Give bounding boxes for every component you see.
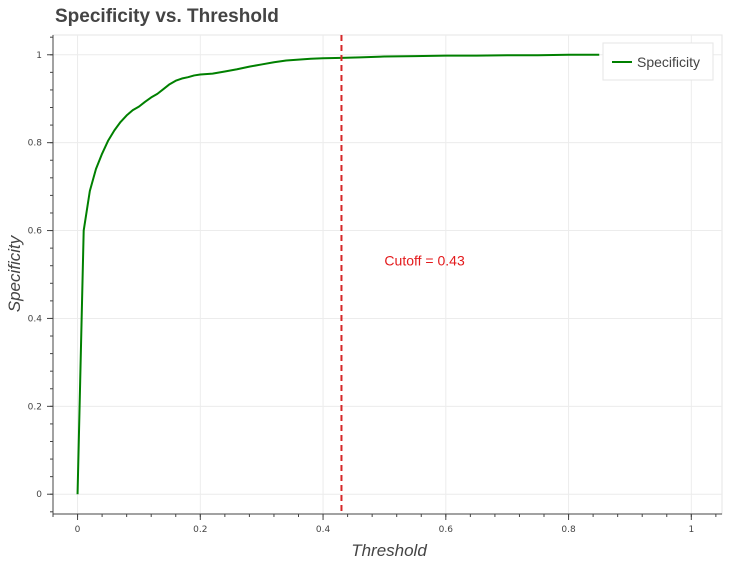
x-tick-label-0: 0 — [75, 525, 81, 535]
x-tick-label-5: 1 — [688, 525, 694, 535]
y-axis-label: Specificity — [5, 234, 24, 312]
cutoff-annotation: Cutoff = 0.43 — [384, 253, 465, 269]
chart-title: Specificity vs. Threshold — [55, 6, 279, 27]
plot-frame — [52, 34, 723, 515]
x-tick-label-4: 0.8 — [561, 525, 576, 535]
series-line-0 — [76, 53, 600, 495]
legend: Specificity — [602, 42, 714, 81]
x-tick-label-1: 0.2 — [193, 525, 207, 535]
ticks: 0 0.2 0.4 0.6 0.8 1 0 0.2 0.4 0.6 0.8 1 — [28, 36, 717, 535]
y-tick-label-2: 0.4 — [28, 314, 43, 324]
grid — [53, 35, 722, 514]
y-tick-label-4: 0.8 — [28, 139, 43, 149]
y-tick-label-0: 0 — [36, 490, 42, 500]
y-tick-label-5: 1 — [36, 51, 42, 61]
series-layer — [76, 53, 600, 495]
x-axis-label: Threshold — [351, 541, 427, 560]
annotation-layer: Cutoff = 0.43 — [340, 35, 465, 514]
x-tick-label-3: 0.6 — [439, 525, 454, 535]
legend-label: Specificity — [637, 54, 700, 70]
x-tick-label-2: 0.4 — [316, 525, 331, 535]
axes — [52, 35, 722, 515]
y-tick-label-1: 0.2 — [28, 402, 42, 412]
y-tick-label-3: 0.6 — [28, 227, 43, 237]
